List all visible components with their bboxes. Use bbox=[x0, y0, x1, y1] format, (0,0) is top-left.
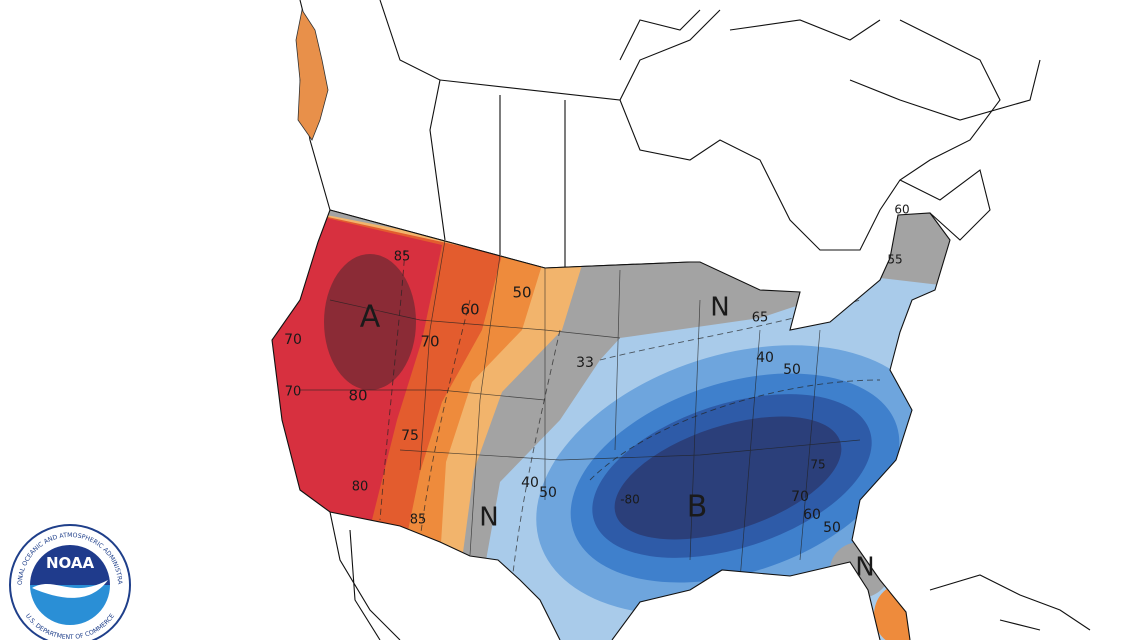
us-outline bbox=[271, 209, 951, 640]
contour-label: 75 bbox=[810, 458, 825, 472]
region-letter: N bbox=[855, 553, 874, 583]
contour-label: 85 bbox=[410, 513, 427, 528]
alaska-coast-above bbox=[295, 8, 329, 141]
noaa-logo: NOAA NATIONAL OCEANIC AND ATMOSPHERIC AD… bbox=[0, 0, 131, 640]
contour-label: 50 bbox=[823, 520, 841, 536]
contour-label: 85 bbox=[394, 250, 411, 265]
region-letter: A bbox=[360, 300, 381, 335]
contour-label: 50 bbox=[783, 362, 801, 378]
contour-label: 80 bbox=[352, 480, 369, 495]
contour-label: 70 bbox=[420, 333, 439, 351]
contour-label: -80 bbox=[620, 493, 640, 507]
above-70 bbox=[324, 254, 416, 390]
contour-label: 70 bbox=[284, 332, 302, 348]
contour-label: 50 bbox=[512, 284, 531, 302]
contour-label: 70 bbox=[285, 385, 302, 400]
region-letter: N bbox=[479, 503, 498, 533]
logo-ring-top-path: NATIONAL OCEANIC AND ATMOSPHERIC ADMINIS… bbox=[0, 0, 123, 585]
region-letter: B bbox=[687, 490, 708, 525]
contour-label: 60 bbox=[460, 301, 479, 319]
contour-label: 50 bbox=[539, 485, 557, 501]
contour-label: 60 bbox=[803, 507, 821, 523]
contour-label: 75 bbox=[401, 428, 419, 444]
contour-label: 55 bbox=[887, 253, 902, 267]
logo-name: NOAA bbox=[46, 554, 95, 572]
logo-ring-top: NATIONAL OCEANIC AND ATMOSPHERIC ADMINIS… bbox=[0, 0, 123, 585]
contour-label: 60 bbox=[894, 203, 909, 217]
outlook-regions bbox=[272, 210, 950, 640]
region-letter: N bbox=[710, 293, 729, 323]
contour-label: 65 bbox=[752, 311, 769, 326]
contour-label: 70 bbox=[791, 489, 809, 505]
contour-label: 40 bbox=[756, 350, 774, 366]
contour-label: 40 bbox=[521, 475, 539, 491]
contour-label: 80 bbox=[348, 387, 367, 405]
contour-label: 33 bbox=[576, 355, 594, 371]
